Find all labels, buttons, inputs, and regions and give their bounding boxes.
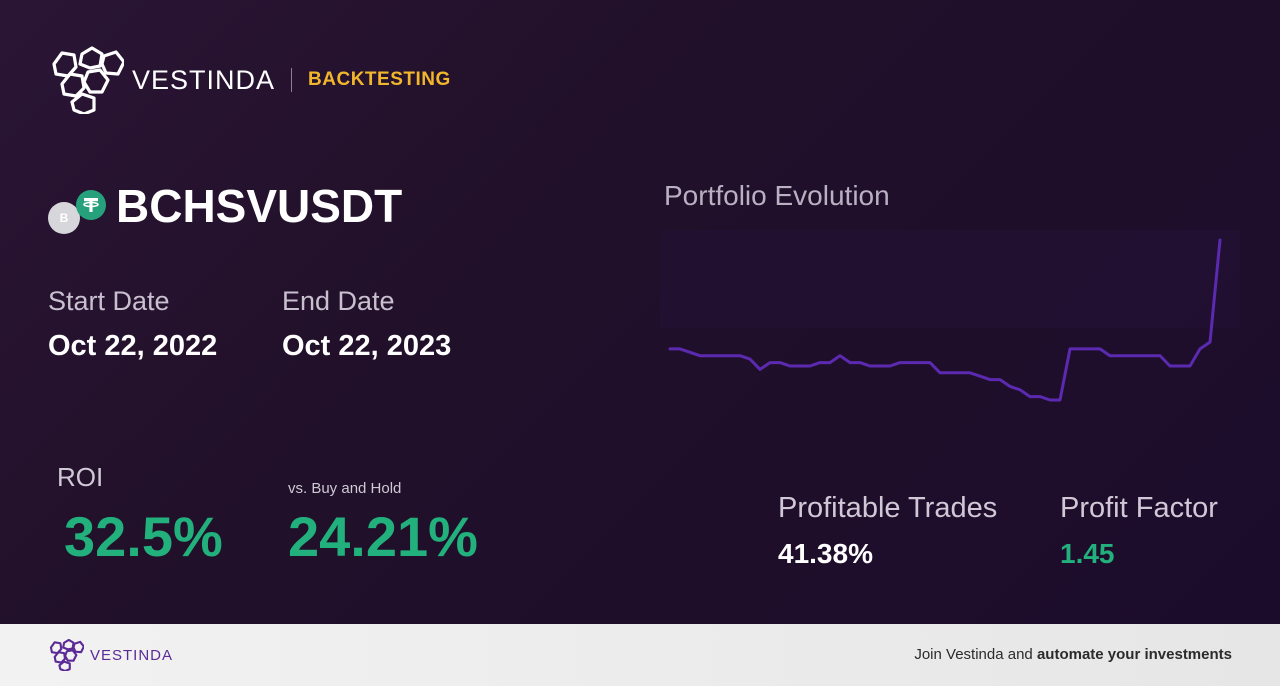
footer-vestinda-logo-icon	[49, 639, 84, 671]
roi-label: ROI	[57, 462, 104, 492]
portfolio-line	[668, 238, 1222, 402]
roi-value: 32.5%	[64, 505, 223, 568]
footer-bar: VESTINDA Join Vestinda and automate your…	[0, 624, 1280, 686]
vestinda-logo-icon	[52, 46, 124, 114]
brand-section: BACKTESTING	[308, 69, 451, 90]
vs-buy-hold-value: 24.21%	[288, 505, 478, 568]
chart-baseline-band	[660, 230, 1240, 328]
pair-heading: B BCHSVUSDT	[48, 178, 402, 234]
start-date-value: Oct 22, 2022	[48, 330, 218, 362]
footer-cta-bold: automate your investments	[1036, 646, 1232, 663]
end-date-label: End Date	[282, 286, 395, 316]
portfolio-chart	[660, 230, 1240, 402]
bchsv-coin-icon: B	[48, 202, 80, 234]
coin-icons: B	[48, 178, 110, 234]
pair-symbol: BCHSVUSDT	[116, 180, 403, 232]
chart-title: Portfolio Evolution	[664, 180, 890, 211]
footer-brand-name: VESTINDA	[90, 646, 174, 664]
hero-panel: VESTINDA BACKTESTING B BCHSVUSDT Start D…	[0, 0, 1280, 624]
footer-cta[interactable]: Join Vestinda and automate your investme…	[914, 646, 1232, 663]
profitable-trades-value: 41.38%	[778, 538, 873, 569]
brand-header: VESTINDA BACKTESTING	[48, 46, 451, 114]
profit-factor-value: 1.45	[1060, 538, 1115, 569]
profitable-trades-label: Profitable Trades	[778, 492, 998, 524]
coin-letter: B	[59, 211, 69, 225]
end-date-value: Oct 22, 2023	[282, 330, 452, 362]
tether-glyph	[83, 198, 99, 212]
footer-cta-prefix: Join Vestinda and	[914, 646, 1037, 663]
brand-divider	[291, 68, 293, 92]
vs-buy-hold-label: vs. Buy and Hold	[288, 480, 402, 497]
start-date-label: Start Date	[48, 286, 170, 316]
tether-icon	[76, 190, 106, 220]
footer-logo[interactable]: VESTINDA	[48, 639, 173, 671]
profit-factor-label: Profit Factor	[1060, 492, 1218, 524]
brand-name: VESTINDA	[132, 64, 276, 95]
